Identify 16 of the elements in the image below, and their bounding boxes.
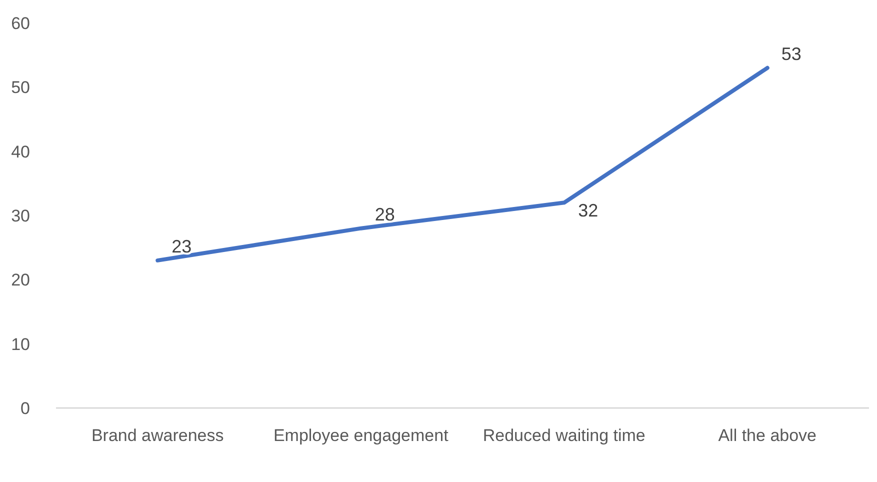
x-tick-label: Brand awareness: [91, 426, 224, 445]
x-tick-label: Employee engagement: [273, 426, 449, 445]
line-series: [156, 66, 770, 262]
data-label: 23: [172, 236, 192, 256]
y-tick-label: 40: [11, 142, 30, 162]
x-tick-label: All the above: [718, 426, 817, 445]
x-tick-label: Reduced waiting time: [482, 426, 646, 445]
data-label: 28: [374, 204, 395, 224]
y-tick-label: 30: [11, 206, 30, 226]
data-label: 53: [781, 44, 802, 64]
y-tick-label: 60: [11, 14, 30, 33]
y-tick-label: 0: [20, 398, 30, 418]
data-label: 32: [578, 200, 598, 221]
y-tick-label: 20: [11, 270, 30, 290]
y-tick-label: 50: [11, 78, 30, 98]
y-tick-label: 10: [11, 334, 30, 354]
